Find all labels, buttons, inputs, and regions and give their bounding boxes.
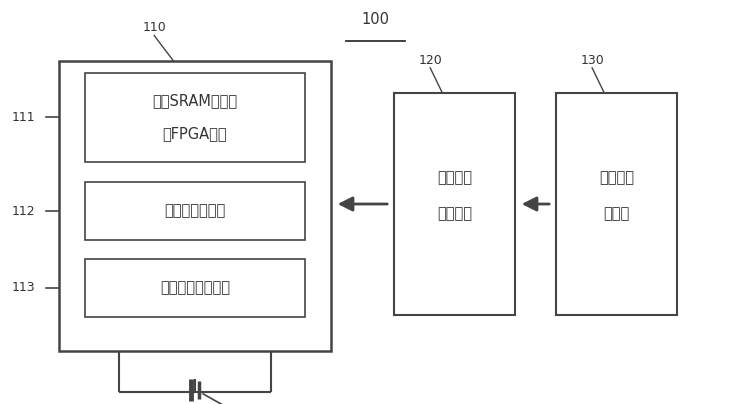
Text: 置存储器: 置存储器 bbox=[437, 206, 472, 222]
Text: 解密等安全电路: 解密等安全电路 bbox=[164, 204, 226, 219]
Bar bbox=[59, 61, 331, 351]
Text: 120: 120 bbox=[418, 54, 442, 67]
Text: 111: 111 bbox=[12, 111, 35, 124]
Text: 基于SRAM配置层: 基于SRAM配置层 bbox=[152, 93, 238, 109]
Text: 挥发式的密钥存储: 挥发式的密钥存储 bbox=[160, 280, 230, 295]
Bar bbox=[556, 93, 677, 315]
Text: 者主机: 者主机 bbox=[604, 206, 629, 222]
Bar bbox=[85, 259, 305, 317]
Text: 112: 112 bbox=[12, 204, 35, 218]
Bar bbox=[85, 73, 305, 162]
Text: 系统设计: 系统设计 bbox=[599, 170, 634, 185]
Text: 110: 110 bbox=[142, 21, 166, 34]
Text: 113: 113 bbox=[12, 281, 35, 295]
Text: 130: 130 bbox=[580, 54, 604, 67]
Text: 的FPGA阵列: 的FPGA阵列 bbox=[163, 126, 227, 141]
Bar bbox=[85, 182, 305, 240]
Bar bbox=[394, 93, 515, 315]
Text: 100: 100 bbox=[361, 12, 389, 27]
Text: 非挥发配: 非挥发配 bbox=[437, 170, 472, 185]
